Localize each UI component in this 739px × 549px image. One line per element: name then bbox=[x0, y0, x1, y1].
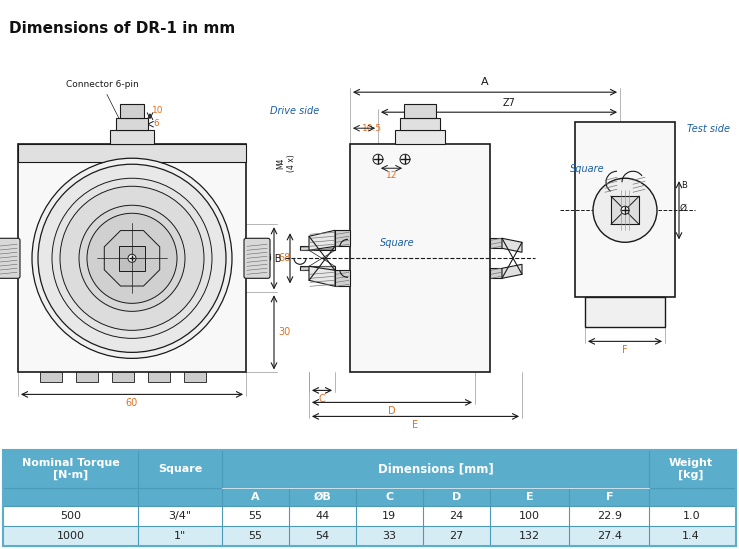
Bar bbox=[300, 266, 335, 270]
Text: Square: Square bbox=[570, 164, 605, 174]
Text: E: E bbox=[525, 492, 534, 502]
Text: 68: 68 bbox=[278, 253, 290, 264]
Bar bbox=[3, 526, 736, 546]
Text: F: F bbox=[606, 492, 613, 502]
Bar bbox=[184, 372, 206, 383]
Text: F: F bbox=[622, 345, 628, 355]
Text: 100: 100 bbox=[519, 511, 540, 521]
Circle shape bbox=[128, 254, 136, 262]
Circle shape bbox=[52, 178, 212, 338]
Bar bbox=[404, 104, 436, 118]
Polygon shape bbox=[104, 231, 160, 286]
Circle shape bbox=[38, 164, 226, 352]
Text: Weight
[kg]: Weight [kg] bbox=[669, 458, 713, 480]
Text: Square: Square bbox=[158, 464, 202, 474]
Bar bbox=[400, 118, 440, 130]
Bar bbox=[300, 247, 335, 250]
Bar bbox=[18, 144, 246, 372]
Circle shape bbox=[87, 213, 177, 304]
Bar bbox=[76, 372, 98, 383]
Bar bbox=[575, 122, 675, 298]
Text: E: E bbox=[412, 421, 418, 430]
Bar bbox=[3, 450, 736, 488]
FancyBboxPatch shape bbox=[0, 238, 20, 278]
Bar bbox=[585, 298, 665, 327]
Text: Nominal Torque
[N·m]: Nominal Torque [N·m] bbox=[21, 458, 120, 480]
Text: Test side: Test side bbox=[687, 124, 730, 134]
Polygon shape bbox=[309, 266, 335, 287]
Text: Drive side: Drive side bbox=[270, 106, 320, 116]
Text: 10: 10 bbox=[152, 106, 163, 115]
Text: Square: Square bbox=[380, 238, 415, 248]
Text: 27.4: 27.4 bbox=[597, 531, 622, 541]
Circle shape bbox=[32, 158, 232, 358]
Circle shape bbox=[79, 205, 185, 311]
Text: 132: 132 bbox=[519, 531, 540, 541]
Text: D: D bbox=[452, 492, 461, 502]
Bar bbox=[120, 104, 144, 118]
Text: 55: 55 bbox=[248, 511, 262, 521]
Polygon shape bbox=[335, 270, 350, 287]
Circle shape bbox=[373, 154, 383, 164]
Bar bbox=[110, 130, 154, 144]
Text: 12: 12 bbox=[386, 171, 397, 180]
Text: 10.5: 10.5 bbox=[362, 124, 382, 133]
Text: M4
(4 x): M4 (4 x) bbox=[276, 154, 296, 172]
Text: 54: 54 bbox=[316, 531, 330, 541]
Polygon shape bbox=[335, 230, 350, 247]
Polygon shape bbox=[119, 245, 145, 271]
Bar bbox=[395, 130, 445, 144]
Polygon shape bbox=[490, 238, 502, 248]
Bar bbox=[116, 118, 148, 130]
Bar bbox=[40, 372, 62, 383]
Text: Connector 6-pin: Connector 6-pin bbox=[66, 80, 138, 138]
Polygon shape bbox=[490, 268, 502, 278]
Text: 6: 6 bbox=[153, 119, 159, 128]
Polygon shape bbox=[502, 238, 522, 253]
Text: A: A bbox=[251, 492, 259, 502]
Circle shape bbox=[593, 178, 657, 242]
Text: 22.9: 22.9 bbox=[597, 511, 622, 521]
Text: ØB: ØB bbox=[313, 492, 331, 502]
Text: 1.4: 1.4 bbox=[682, 531, 700, 541]
Text: 60: 60 bbox=[126, 399, 138, 408]
Text: A: A bbox=[481, 77, 488, 87]
Polygon shape bbox=[309, 230, 335, 250]
Text: Dimensions [mm]: Dimensions [mm] bbox=[378, 463, 494, 476]
Bar bbox=[3, 488, 736, 506]
Polygon shape bbox=[502, 264, 522, 278]
Text: 19: 19 bbox=[382, 511, 396, 521]
FancyBboxPatch shape bbox=[244, 238, 270, 278]
Text: 500: 500 bbox=[60, 511, 81, 521]
Circle shape bbox=[621, 206, 629, 214]
Text: 1000: 1000 bbox=[57, 531, 84, 541]
Text: 1": 1" bbox=[174, 531, 186, 541]
Text: Ø B: Ø B bbox=[265, 253, 282, 264]
Text: Dimensions of DR-1 in mm: Dimensions of DR-1 in mm bbox=[9, 21, 235, 36]
Text: 3/4": 3/4" bbox=[168, 511, 191, 521]
Text: 5: 5 bbox=[628, 145, 634, 154]
Bar bbox=[148, 372, 170, 383]
Bar bbox=[350, 144, 490, 372]
Text: 27: 27 bbox=[449, 531, 463, 541]
Text: 1.0: 1.0 bbox=[682, 511, 700, 521]
Text: 24: 24 bbox=[449, 511, 463, 521]
Text: B: B bbox=[681, 181, 687, 191]
Bar bbox=[112, 372, 134, 383]
Text: Ø: Ø bbox=[680, 204, 687, 213]
Text: 55: 55 bbox=[248, 531, 262, 541]
Bar bbox=[18, 144, 246, 163]
Text: 44: 44 bbox=[315, 511, 330, 521]
Text: Z7: Z7 bbox=[503, 98, 515, 108]
Circle shape bbox=[400, 154, 410, 164]
Text: 33: 33 bbox=[382, 531, 396, 541]
Bar bbox=[3, 506, 736, 526]
Text: C: C bbox=[385, 492, 393, 502]
Polygon shape bbox=[611, 196, 639, 225]
Text: 30: 30 bbox=[278, 327, 290, 337]
Text: D: D bbox=[388, 406, 396, 416]
Text: C: C bbox=[319, 394, 325, 405]
Circle shape bbox=[60, 186, 204, 330]
